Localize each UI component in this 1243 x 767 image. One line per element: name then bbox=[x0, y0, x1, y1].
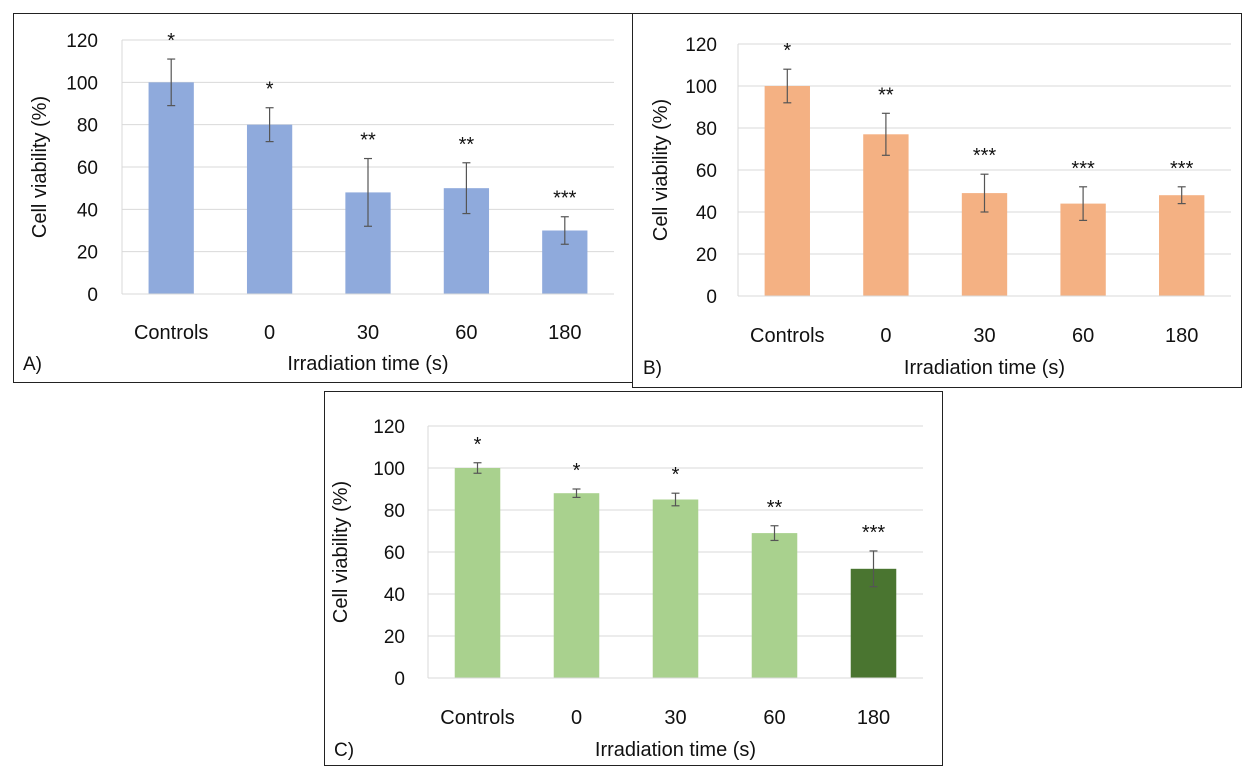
y-tick-label: 0 bbox=[87, 285, 98, 306]
y-tick-label: 100 bbox=[373, 459, 405, 480]
bar-1 bbox=[863, 134, 908, 296]
y-tick-label: 80 bbox=[384, 501, 405, 522]
y-tick-label: 20 bbox=[384, 627, 405, 648]
chart-panel-c: 0 20 40 60 80 100 120 * Controls * 0 * 30 ** 60 *** 180 I… bbox=[324, 391, 943, 766]
y-tick-label: 60 bbox=[77, 158, 98, 179]
significance-marker-1: * bbox=[266, 79, 274, 101]
x-axis-title: Irradiation time (s) bbox=[595, 739, 756, 761]
y-tick-label: 80 bbox=[696, 119, 717, 140]
panel-label: C) bbox=[334, 740, 354, 761]
bar-0 bbox=[765, 86, 810, 296]
y-tick-label: 20 bbox=[696, 245, 717, 266]
y-tick-label: 120 bbox=[66, 31, 98, 52]
y-tick-label: 60 bbox=[384, 543, 405, 564]
x-tick-label-0: Controls bbox=[134, 322, 208, 344]
x-tick-label-3: 60 bbox=[763, 707, 785, 729]
bar-chart-c: 0 20 40 60 80 100 120 * Controls * 0 * 30 ** 60 *** 180 I… bbox=[325, 392, 944, 767]
bar-0 bbox=[455, 468, 501, 678]
x-tick-label-3: 60 bbox=[455, 322, 477, 344]
y-axis-title: Cell viability (%) bbox=[29, 96, 51, 238]
significance-marker-0: * bbox=[474, 434, 482, 456]
x-axis-title: Irradiation time (s) bbox=[287, 353, 448, 375]
y-tick-label: 40 bbox=[696, 203, 717, 224]
x-tick-label-2: 30 bbox=[664, 707, 686, 729]
x-axis-title: Irradiation time (s) bbox=[904, 357, 1065, 379]
significance-marker-3: ** bbox=[767, 497, 783, 519]
y-tick-label: 40 bbox=[384, 585, 405, 606]
bar-0 bbox=[149, 82, 194, 294]
y-tick-label: 80 bbox=[77, 116, 98, 137]
significance-marker-1: * bbox=[573, 460, 581, 482]
x-tick-label-1: 0 bbox=[264, 322, 275, 344]
x-tick-label-4: 180 bbox=[857, 707, 890, 729]
x-tick-label-2: 30 bbox=[973, 325, 995, 347]
bar-1 bbox=[554, 493, 600, 678]
y-tick-label: 0 bbox=[394, 669, 405, 690]
significance-marker-2: *** bbox=[973, 145, 997, 167]
significance-marker-3: *** bbox=[1071, 158, 1095, 180]
significance-marker-3: ** bbox=[459, 134, 475, 156]
x-tick-label-2: 30 bbox=[357, 322, 379, 344]
y-tick-label: 0 bbox=[706, 287, 717, 308]
panel-label: B) bbox=[643, 358, 662, 379]
bar-1 bbox=[247, 125, 292, 294]
significance-marker-4: *** bbox=[862, 522, 886, 544]
y-axis-title: Cell viability (%) bbox=[330, 481, 352, 623]
chart-panel-b: 0 20 40 60 80 100 120 * Controls ** 0 *** 30 *** 60 ***… bbox=[632, 13, 1242, 388]
significance-marker-2: ** bbox=[360, 130, 376, 152]
bar-2 bbox=[653, 500, 699, 679]
bar-chart-a: 0 20 40 60 80 100 120 * Controls * 0 ** 30 ** 60 *** 180… bbox=[14, 14, 634, 384]
y-tick-label: 40 bbox=[77, 200, 98, 221]
chart-panel-a: 0 20 40 60 80 100 120 * Controls * 0 ** 30 ** 60 *** 180… bbox=[13, 13, 633, 383]
x-tick-label-3: 60 bbox=[1072, 325, 1094, 347]
significance-marker-4: *** bbox=[1170, 158, 1194, 180]
significance-marker-1: ** bbox=[878, 84, 894, 106]
significance-marker-4: *** bbox=[553, 188, 577, 210]
x-tick-label-4: 180 bbox=[548, 322, 581, 344]
significance-marker-0: * bbox=[783, 40, 791, 62]
significance-marker-2: * bbox=[672, 464, 680, 486]
x-tick-label-4: 180 bbox=[1165, 325, 1198, 347]
bar-3 bbox=[752, 533, 798, 678]
x-tick-label-1: 0 bbox=[880, 325, 891, 347]
bar-chart-b: 0 20 40 60 80 100 120 * Controls ** 0 *** 30 *** 60 ***… bbox=[633, 14, 1243, 389]
significance-marker-0: * bbox=[167, 30, 175, 52]
y-tick-label: 100 bbox=[66, 73, 98, 94]
y-tick-label: 60 bbox=[696, 161, 717, 182]
y-axis-title: Cell viability (%) bbox=[650, 99, 672, 241]
y-tick-label: 20 bbox=[77, 243, 98, 264]
x-tick-label-1: 0 bbox=[571, 707, 582, 729]
panel-label: A) bbox=[23, 354, 42, 375]
y-tick-label: 100 bbox=[685, 77, 717, 98]
x-tick-label-0: Controls bbox=[750, 325, 824, 347]
bar-4 bbox=[1159, 195, 1204, 296]
y-tick-label: 120 bbox=[373, 417, 405, 438]
x-tick-label-0: Controls bbox=[440, 707, 514, 729]
y-tick-label: 120 bbox=[685, 35, 717, 56]
